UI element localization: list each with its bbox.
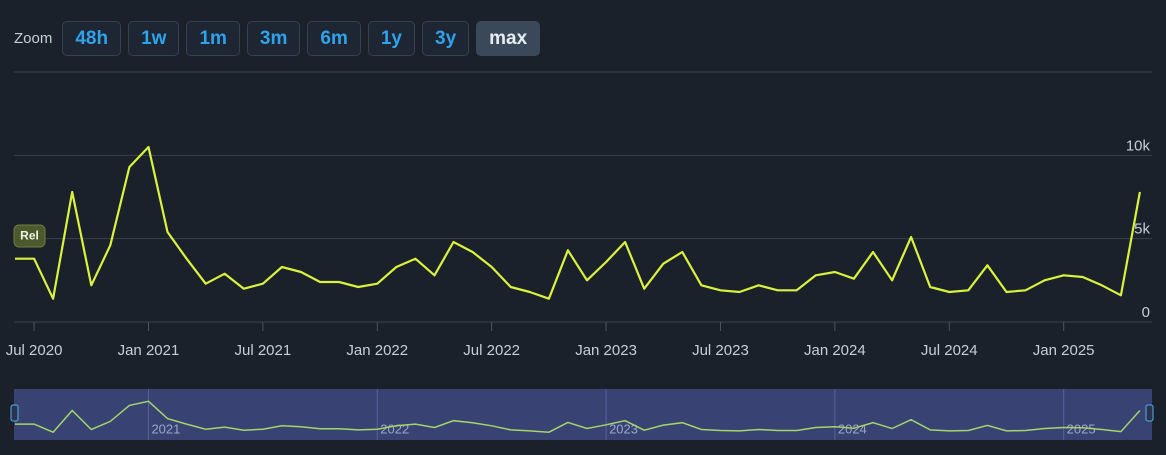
x-tick-label: Jan 2021 bbox=[118, 342, 180, 359]
navigator-label: 2022 bbox=[380, 421, 409, 436]
y-tick-label: 10k bbox=[1126, 137, 1151, 154]
annotation-flag bbox=[13, 224, 46, 248]
zoom-button[interactable]: 6m bbox=[307, 21, 361, 56]
zoom-button[interactable]: 1m bbox=[186, 21, 240, 56]
annotation-label: Rel bbox=[20, 229, 39, 243]
x-tick-label: Jul 2022 bbox=[463, 342, 520, 359]
navigator-label: 2025 bbox=[1067, 421, 1096, 436]
navigator-label: 2021 bbox=[151, 421, 180, 436]
x-tick-label: Jul 2020 bbox=[6, 342, 63, 359]
y-tick-label: 0 bbox=[1142, 304, 1150, 321]
zoom-button[interactable]: 48h bbox=[62, 21, 122, 56]
x-tick-label: Jan 2025 bbox=[1033, 342, 1095, 359]
data-line bbox=[15, 145, 1141, 300]
navigator-label: 2024 bbox=[838, 421, 867, 436]
zoom-button[interactable]: max bbox=[476, 21, 541, 56]
x-tick-label: Jul 2023 bbox=[692, 342, 749, 359]
zoom-button[interactable]: 1y bbox=[367, 21, 415, 56]
x-tick-label: Jan 2022 bbox=[346, 342, 408, 359]
navigator-handle bbox=[1145, 404, 1154, 422]
navigator-line bbox=[15, 400, 1141, 434]
zoom-button[interactable]: 3y bbox=[422, 21, 470, 56]
zoom-label: Zoom bbox=[14, 30, 53, 47]
y-tick-label: 5k bbox=[1134, 221, 1150, 238]
x-tick-label: Jan 2024 bbox=[804, 342, 866, 359]
zoom-button[interactable]: 3m bbox=[246, 21, 301, 56]
zoom-bar: Zoom 48h 1w 1m 3m 6m 1y 3y max bbox=[14, 21, 541, 56]
zoom-button[interactable]: 1w bbox=[128, 21, 180, 56]
navigator-handle bbox=[10, 404, 19, 422]
x-tick-label: Jul 2024 bbox=[921, 342, 978, 359]
x-tick-label: Jul 2021 bbox=[235, 342, 292, 359]
navigator-bg bbox=[14, 389, 1152, 440]
x-tick-label: Jan 2023 bbox=[575, 342, 637, 359]
navigator-label: 2023 bbox=[609, 421, 638, 436]
